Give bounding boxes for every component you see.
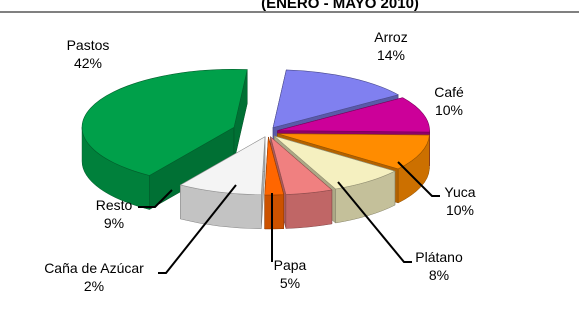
slice-top: [277, 97, 430, 133]
leader-line-resto: [138, 189, 173, 208]
slice-pastos: [81, 69, 248, 210]
leader-line-pl-tano: [337, 181, 412, 263]
chart-title: (ENERO - MAYO 2010): [261, 0, 419, 12]
leader-line-yuca: [397, 161, 440, 197]
slice-rim: [264, 194, 284, 230]
slice-value-resto: 9%: [104, 215, 124, 231]
slice-value-pl-tano: 8%: [429, 267, 449, 283]
slice-resto: [179, 136, 266, 230]
slice-ca-a-de-az-car: [264, 136, 285, 230]
slice-name-yuca: Yuca: [444, 184, 475, 200]
slices-layer: [81, 69, 430, 230]
slice-top: [273, 135, 396, 190]
slice-value-yuca: 10%: [446, 202, 474, 218]
slice-name-ca-a-de-az-car: Caña de Azúcar: [44, 260, 144, 276]
slice-top: [81, 69, 248, 176]
slice-name-pl-tano: Plátano: [415, 249, 463, 265]
slice-name-caf-: Café: [434, 84, 464, 100]
slice-name-pastos: Pastos: [67, 37, 110, 53]
slice-name-resto: Resto: [96, 197, 133, 213]
slice-name-arroz: Arroz: [374, 29, 407, 45]
slice-value-caf-: 10%: [435, 102, 463, 118]
slice-top: [179, 136, 266, 196]
slice-papa: [270, 135, 333, 229]
slice-top: [272, 69, 399, 129]
slice-top: [270, 135, 333, 195]
slice-name-papa: Papa: [274, 257, 307, 273]
leader-line-ca-a-de-az-car: [158, 184, 237, 274]
slice-value-arroz: 14%: [377, 47, 405, 63]
slice-top: [264, 136, 285, 196]
slice-rim: [285, 189, 333, 229]
slice-labels: Arroz 14% Café 10% Yuca 10% Plátano 8% Papa 5% Cañ…: [44, 29, 476, 294]
slice-value-pastos: 42%: [74, 55, 102, 71]
leader-lines: [138, 161, 440, 274]
slice-value-ca-a-de-az-car: 2%: [84, 278, 104, 294]
slice-value-papa: 5%: [280, 275, 300, 291]
slice-top: [277, 133, 430, 170]
